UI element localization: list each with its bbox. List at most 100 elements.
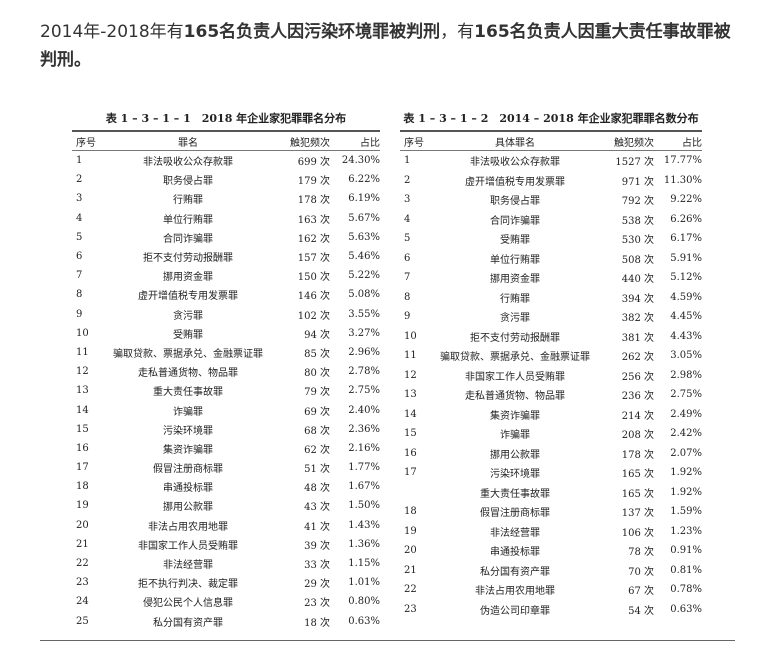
- table-row: 12 非国家工作人员受贿罪 256 次 2.98%: [400, 366, 702, 386]
- frequency-cell: 102 次: [297, 310, 330, 322]
- crime-name-cell: 走私普通货物、物品罪: [138, 368, 238, 380]
- table-2018-crime-distribution: 表 1 – 3 – 1 – 1 2018 年企业家犯罪罪名分布 序号 罪名 触犯频次…: [72, 108, 380, 631]
- table-row: 3 职务侵占罪 792 次 9.22%: [400, 190, 702, 210]
- table-row: 13 走私普通货物、物品罪 236 次 2.75%: [400, 385, 702, 405]
- crime-name-cell: 挪用资金罪: [490, 274, 540, 286]
- crime-name-cell: 集资诈骗罪: [163, 444, 213, 456]
- frequency-cell: 162 次: [297, 233, 330, 245]
- crime-name-cell: 假冒注册商标罪: [153, 464, 223, 476]
- intro-text: ，有: [440, 22, 475, 42]
- crime-name-cell: 非法占用农用地罪: [148, 521, 228, 533]
- rank-cell: 4: [76, 212, 83, 224]
- frequency-cell: 29 次: [304, 579, 330, 591]
- rank-cell: 2: [404, 174, 411, 186]
- rank-cell: 12: [76, 366, 89, 378]
- column-header: 具体罪名: [495, 137, 535, 149]
- frequency-cell: 214 次: [621, 410, 654, 422]
- table-row: 18 假冒注册商标罪 137 次 1.59%: [400, 502, 702, 522]
- frequency-cell: 440 次: [621, 274, 654, 286]
- crime-name-cell: 非法吸收公众存款罪: [143, 157, 233, 169]
- frequency-cell: 236 次: [621, 391, 654, 403]
- share-cell: 5.12%: [670, 272, 702, 284]
- frequency-cell: 256 次: [621, 371, 654, 383]
- table-row: 23 拒不执行判决、裁定罪 29 次 1.01%: [72, 573, 380, 592]
- frequency-cell: 208 次: [621, 430, 654, 442]
- frequency-cell: 62 次: [304, 444, 330, 456]
- table-top-rule: [400, 130, 702, 132]
- table-row: 17 假冒注册商标罪 51 次 1.77%: [72, 458, 380, 477]
- rank-cell: 11: [404, 350, 417, 362]
- rank-cell: 4: [404, 213, 411, 225]
- table-row: 3 行贿罪 178 次 6.19%: [72, 189, 380, 208]
- intro-highlight: 165名负责人因污染环境罪被判刑: [183, 22, 441, 42]
- rank-cell: 5: [76, 231, 83, 243]
- crime-name-cell: 走私普通货物、物品罪: [465, 391, 565, 403]
- table-row: 23 伪造公司印章罪 54 次 0.63%: [400, 600, 702, 620]
- frequency-cell: 394 次: [621, 293, 654, 305]
- rank-cell: 17: [76, 462, 89, 474]
- share-cell: 1.59%: [670, 506, 702, 518]
- table-row: 19 非法经营罪 106 次 1.23%: [400, 522, 702, 542]
- frequency-cell: 382 次: [621, 313, 654, 325]
- crime-name-cell: 受贿罪: [500, 235, 530, 247]
- frequency-cell: 43 次: [304, 502, 330, 514]
- frequency-cell: 179 次: [297, 176, 330, 188]
- table-row: 9 贪污罪 102 次 3.55%: [72, 305, 380, 324]
- rank-cell: 12: [404, 369, 417, 381]
- rank-cell: 18: [404, 506, 417, 518]
- table-row: 16 挪用公款罪 178 次 2.07%: [400, 444, 702, 464]
- table-row: 21 非国家工作人员受贿罪 39 次 1.36%: [72, 535, 380, 554]
- share-cell: 3.27%: [348, 327, 380, 339]
- column-header: 触犯频次: [614, 137, 654, 149]
- crime-name-cell: 重大责任事故罪: [153, 387, 223, 399]
- table-top-rule: [72, 130, 380, 132]
- table-row: 11 骗取贷款、票据承兑、金融票证罪 85 次 2.96%: [72, 343, 380, 362]
- share-cell: 2.75%: [670, 389, 702, 401]
- column-header: 触犯频次: [290, 137, 330, 149]
- frequency-cell: 54 次: [628, 605, 654, 617]
- rank-cell: 8: [404, 291, 411, 303]
- share-cell: 1.67%: [348, 481, 380, 493]
- table-row: 1 非法吸收公众存款罪 1527 次 17.77%: [400, 151, 702, 171]
- rank-cell: 23: [404, 603, 417, 615]
- frequency-cell: 157 次: [297, 253, 330, 265]
- rank-cell: 15: [76, 423, 89, 435]
- crime-name-cell: 行贿罪: [500, 293, 530, 305]
- rank-cell: 25: [76, 615, 89, 627]
- frequency-cell: 178 次: [621, 449, 654, 461]
- crime-name-cell: 污染环境罪: [490, 469, 540, 481]
- table-title: 表 1 – 3 – 1 – 2 2014 – 2018 年企业家犯罪罪名数分布: [403, 112, 699, 125]
- table-row: 5 受贿罪 530 次 6.17%: [400, 229, 702, 249]
- share-cell: 2.36%: [348, 423, 380, 435]
- table-row: 10 受贿罪 94 次 3.27%: [72, 324, 380, 343]
- crime-name-cell: 非法占用农用地罪: [475, 586, 555, 598]
- share-cell: 2.42%: [670, 428, 702, 440]
- table-row: 18 串通投标罪 48 次 1.67%: [72, 477, 380, 496]
- rank-cell: 6: [76, 251, 83, 263]
- frequency-cell: 1527 次: [615, 157, 654, 169]
- share-cell: 0.63%: [670, 603, 702, 615]
- table-row: 9 贪污罪 382 次 4.45%: [400, 307, 702, 327]
- frequency-cell: 538 次: [621, 215, 654, 227]
- table-row: 21 私分国有资产罪 70 次 0.81%: [400, 561, 702, 581]
- table-row: 20 非法占用农用地罪 41 次 1.43%: [72, 516, 380, 535]
- share-cell: 5.91%: [670, 252, 702, 264]
- crime-name-cell: 串通投标罪: [490, 547, 540, 559]
- rank-cell: 7: [404, 272, 411, 284]
- crime-name-cell: 伪造公司印章罪: [480, 605, 550, 617]
- table-row: 15 污染环境罪 68 次 2.36%: [72, 420, 380, 439]
- share-cell: 1.23%: [670, 525, 702, 537]
- share-cell: 2.78%: [348, 366, 380, 378]
- crime-name-cell: 拒不执行判决、裁定罪: [138, 579, 238, 591]
- frequency-cell: 262 次: [621, 352, 654, 364]
- table-row: 13 重大责任事故罪 79 次 2.75%: [72, 381, 380, 400]
- rank-cell: 13: [404, 389, 417, 401]
- crime-name-cell: 合同诈骗罪: [163, 233, 213, 245]
- column-header: 占比: [682, 137, 702, 149]
- share-cell: 4.59%: [670, 291, 702, 303]
- table-row: 14 集资诈骗罪 214 次 2.49%: [400, 405, 702, 425]
- share-cell: 6.19%: [348, 193, 380, 205]
- share-cell: 1.15%: [348, 558, 380, 570]
- rank-cell: 21: [76, 538, 89, 550]
- share-cell: 5.22%: [348, 270, 380, 282]
